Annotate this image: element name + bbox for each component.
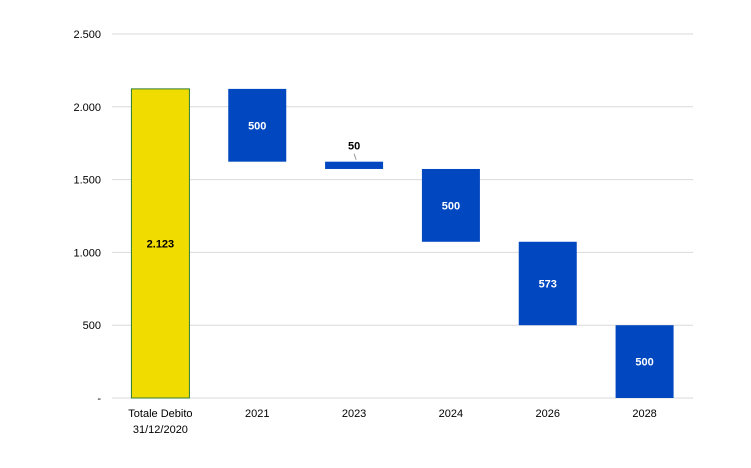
bars (130, 88, 674, 399)
data-label: 573 (539, 278, 557, 290)
y-tick-label: - (97, 393, 101, 405)
x-category-label-line: 31/12/2020 (133, 424, 188, 436)
x-category-label: 2028 (632, 408, 656, 420)
y-tick-label: 500 (83, 320, 101, 332)
x-category-label: 2024 (439, 408, 463, 420)
data-label: 2.123 (147, 238, 175, 250)
x-category-label-line: 2023 (342, 408, 366, 420)
x-category-label: 2021 (245, 408, 269, 420)
y-axis: - 500 1.000 1.500 2.000 2.500 (73, 29, 101, 405)
x-category-label: Totale Debito 31/12/2020 (128, 408, 192, 436)
decrease-bar (228, 88, 287, 162)
total-bar (130, 88, 190, 399)
decrease-bar (325, 161, 384, 169)
x-category-label-line: 2024 (439, 408, 463, 420)
x-category-label-line: 2028 (632, 408, 656, 420)
x-axis: Totale Debito 31/12/2020 2021 2023 2024 2026 2… (128, 408, 657, 436)
data-label: 50 (348, 141, 360, 153)
data-label: 500 (248, 120, 266, 132)
x-category-label-line: Totale Debito (128, 408, 192, 420)
y-tick-label: 2.000 (73, 102, 101, 114)
data-label: 500 (442, 200, 460, 212)
decrease-bar (518, 241, 577, 326)
gridlines (112, 33, 693, 399)
y-tick-label: 1.000 (73, 247, 101, 259)
data-label-leader (353, 153, 357, 160)
decrease-bar (421, 168, 480, 242)
y-tick-label: 2.500 (73, 29, 101, 41)
x-category-label-line: 2026 (536, 408, 560, 420)
data-label: 500 (635, 357, 653, 369)
y-tick-label: 1.500 (73, 175, 101, 187)
data-labels: 2.123 500 50 500 573 500 (147, 120, 654, 368)
x-category-label-line: 2021 (245, 408, 269, 420)
x-category-label: 2026 (536, 408, 560, 420)
decrease-bar (615, 325, 674, 398)
x-category-label: 2023 (342, 408, 366, 420)
